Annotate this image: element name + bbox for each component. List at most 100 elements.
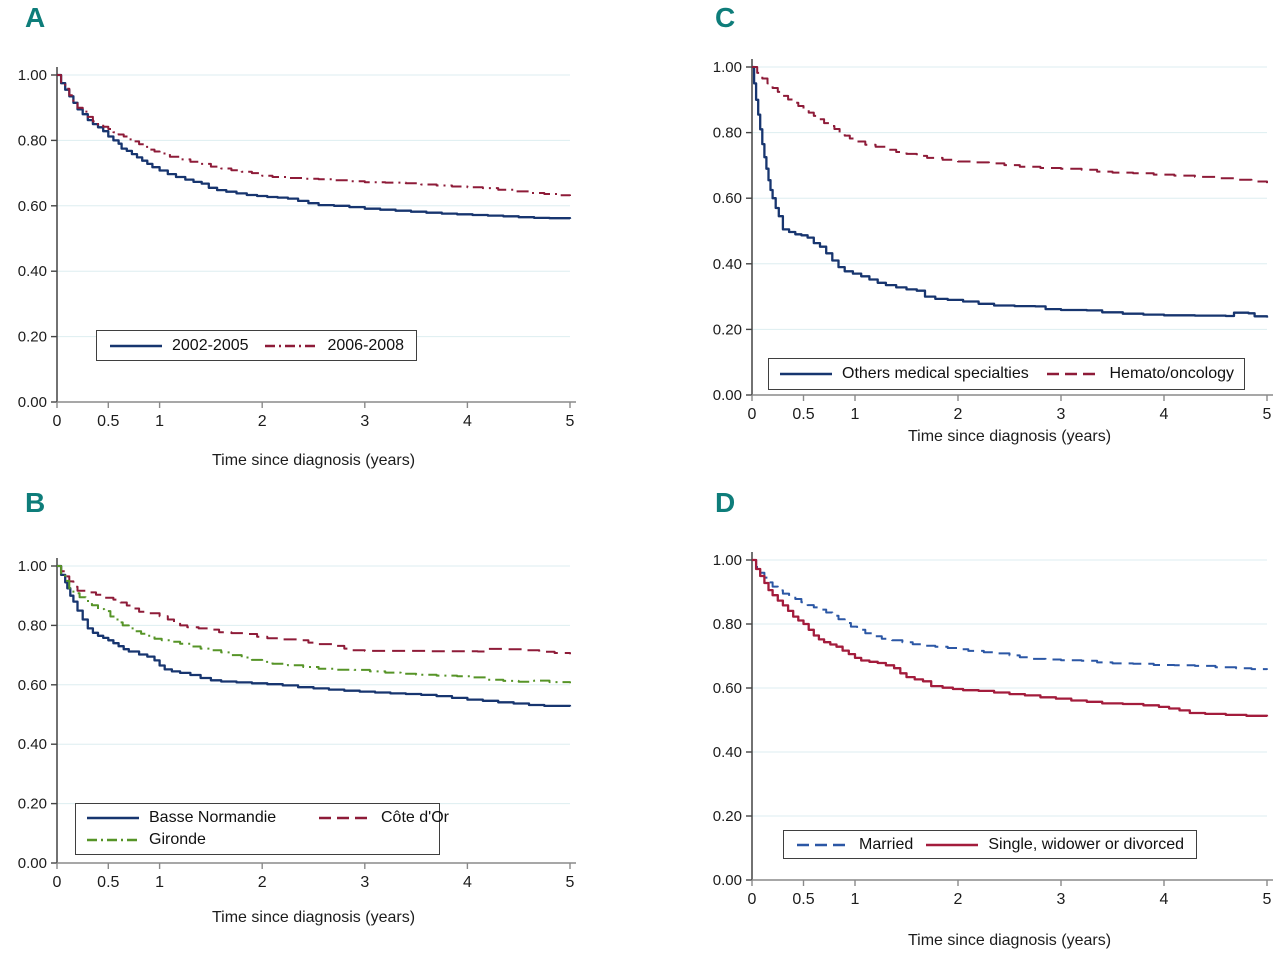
x-tick-label: 5 <box>566 874 575 891</box>
x-tick-label: 0.5 <box>792 406 814 423</box>
panel-c: C 0.00 0.20 0.40 0.60 0.80 1.00 0 0.5 1 2 3 4 5 Othe… <box>640 0 1280 480</box>
x-tick-label: 5 <box>1263 406 1272 423</box>
x-tick-label: 4 <box>463 413 472 430</box>
legend-entry: Côte d'Or <box>318 809 449 827</box>
legend-label: Gironde <box>149 831 206 849</box>
legend-entry: Single, widower or divorced <box>925 836 1184 854</box>
y-tick-label: 0.80 <box>18 617 47 634</box>
x-tick-label: 0.5 <box>97 413 119 430</box>
legend-label: 2002-2005 <box>172 336 249 354</box>
legend-label: Single, widower or divorced <box>988 835 1184 853</box>
y-tick-label: 0.40 <box>18 736 47 753</box>
survival-curve <box>752 558 1269 717</box>
legend-entry: Others medical specialties <box>779 365 1029 383</box>
y-tick-label: 0.00 <box>18 855 47 872</box>
survival-chart-d: 0.00 0.20 0.40 0.60 0.80 1.00 0 0.5 1 2 3 4 5 <box>713 552 1273 908</box>
y-tick-label: 0.20 <box>18 329 47 346</box>
legend-entry: Basse Normandie <box>86 809 318 827</box>
x-tick-label: 0.5 <box>792 891 814 908</box>
legend-label: Married <box>859 835 914 853</box>
panel-a: A 0.00 0.20 0.40 0.60 0.80 1.00 0 0.5 1 2 3 4 5 2002… <box>0 0 640 480</box>
legend-line-sample <box>1047 372 1100 376</box>
x-tick-label: 1 <box>155 413 164 430</box>
x-tick-label: 2 <box>258 413 267 430</box>
survival-curve <box>57 565 571 684</box>
x-tick-label: 4 <box>1160 891 1169 908</box>
x-tick-label: 4 <box>1160 406 1169 423</box>
x-tick-label: 5 <box>566 413 575 430</box>
legend-entry: Hemato/oncology <box>1046 365 1234 383</box>
y-tick-label: 1.00 <box>18 558 47 575</box>
survival-curve <box>752 65 1269 318</box>
x-tick-label: 0 <box>748 891 757 908</box>
legend-line-sample <box>87 816 139 819</box>
survival-curve <box>57 565 571 655</box>
legend-label: Hemato/oncology <box>1109 365 1234 382</box>
legend-label: Basse Normandie <box>149 808 277 826</box>
legend-line-sample <box>926 843 979 846</box>
x-tick-label: 0 <box>53 874 62 891</box>
legend-entry: Gironde <box>86 831 318 849</box>
panel-c-letter: C <box>715 2 737 33</box>
survival-curve <box>752 66 1268 184</box>
legend-entry: Married <box>796 836 913 854</box>
legend-line-sample <box>265 344 318 347</box>
survival-curve <box>57 74 571 197</box>
y-tick-label: 0.20 <box>18 796 47 813</box>
legend-line-sample <box>87 839 139 842</box>
legend-entry: 2002-2005 <box>109 337 249 355</box>
y-tick-label: 1.00 <box>713 59 742 76</box>
survival-chart-a: 0.00 0.20 0.40 0.60 0.80 1.00 0 0.5 1 2 3 4 5 <box>18 67 576 430</box>
x-tick-label: 2 <box>258 874 267 891</box>
survival-curve <box>57 73 572 220</box>
x-tick-label: 3 <box>360 874 369 891</box>
x-axis-title-a: Time since diagnosis (years) <box>211 452 416 469</box>
x-axis-title-d: Time since diagnosis (years) <box>907 932 1112 949</box>
y-tick-label: 0.60 <box>713 680 742 697</box>
y-tick-label: 0.80 <box>18 132 47 149</box>
legend-entry: 2006-2008 <box>264 337 404 355</box>
legend-label: Others medical specialties <box>842 365 1029 382</box>
y-tick-label: 0.40 <box>18 263 47 280</box>
y-tick-label: 1.00 <box>18 67 47 84</box>
y-tick-label: 0.60 <box>713 190 742 207</box>
x-tick-label: 2 <box>954 891 963 908</box>
panel-d: D 0.00 0.20 0.40 0.60 0.80 1.00 0 0.5 1 2 3 4 5 Marr… <box>640 477 1280 957</box>
legend-label: 2006-2008 <box>327 336 404 354</box>
panel-b: B 0.00 0.20 0.40 0.60 0.80 1.00 0 0.5 1 2 3 4 5 Bass… <box>0 477 640 957</box>
x-tick-label: 3 <box>1057 406 1066 423</box>
legend-line-sample <box>110 344 162 347</box>
y-tick-label: 0.80 <box>713 616 742 633</box>
y-tick-label: 0.20 <box>713 808 742 825</box>
y-tick-label: 0.60 <box>18 677 47 694</box>
survival-curve <box>752 559 1268 671</box>
y-tick-label: 0.40 <box>713 744 742 761</box>
x-tick-label: 3 <box>1057 891 1066 908</box>
legend-b: Basse Normandie Côte d'Or Gironde <box>75 803 449 855</box>
survival-chart-c: 0.00 0.20 0.40 0.60 0.80 1.00 0 0.5 1 2 3 4 5 <box>713 59 1273 423</box>
x-tick-label: 0 <box>53 413 62 430</box>
y-tick-label: 0.00 <box>713 387 742 404</box>
y-tick-label: 0.40 <box>713 256 742 273</box>
y-tick-label: 0.00 <box>18 394 47 411</box>
legend-d: Married Single, widower or divorced <box>783 830 1197 859</box>
x-tick-label: 1 <box>155 874 164 891</box>
panel-b-letter: B <box>25 487 47 518</box>
y-tick-label: 0.60 <box>18 198 47 215</box>
y-tick-label: 0.00 <box>713 872 742 889</box>
x-axis-title-c: Time since diagnosis (years) <box>907 428 1112 445</box>
survival-chart-b: 0.00 0.20 0.40 0.60 0.80 1.00 0 0.5 1 2 3 4 5 <box>18 558 576 891</box>
legend-line-sample <box>797 843 849 846</box>
x-tick-label: 1 <box>851 406 860 423</box>
x-tick-label: 2 <box>954 406 963 423</box>
panel-a-letter: A <box>25 2 47 33</box>
x-tick-label: 1 <box>851 891 860 908</box>
legend-label: Côte d'Or <box>381 808 449 826</box>
x-tick-label: 3 <box>360 413 369 430</box>
y-tick-label: 0.80 <box>713 125 742 142</box>
survival-curve <box>57 564 572 708</box>
legend-c: Others medical specialties Hemato/oncolog… <box>768 358 1245 390</box>
legend-a: 2002-2005 2006-2008 <box>96 330 417 361</box>
legend-line-sample <box>319 816 371 819</box>
